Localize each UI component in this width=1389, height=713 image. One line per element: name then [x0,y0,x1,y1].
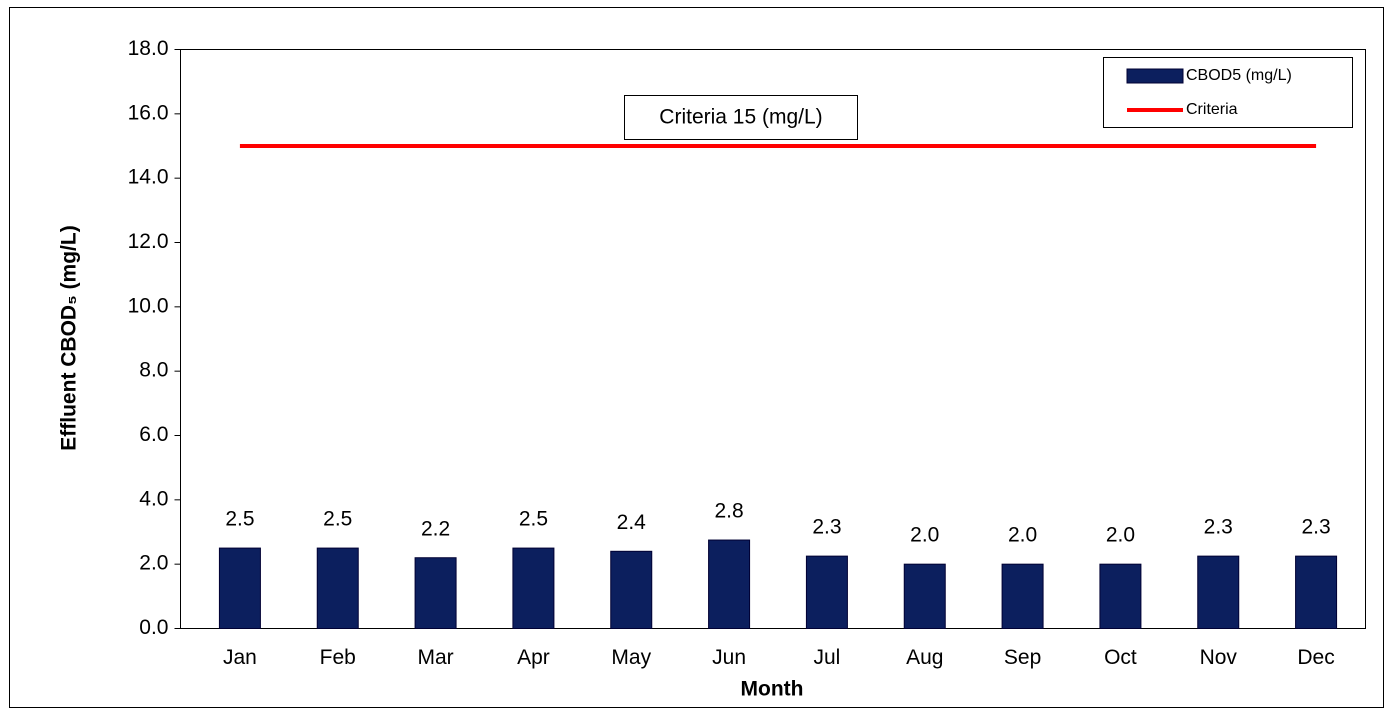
y-tick-label: 16.0 [128,101,169,124]
y-tick-label: 8.0 [139,359,168,382]
legend-label: CBOD5 (mg/L) [1186,67,1292,84]
data-label: 2.3 [1301,516,1330,539]
bar [512,547,555,629]
data-label: 2.8 [714,500,743,523]
data-label: 2.2 [421,517,450,540]
bar [708,539,751,630]
data-label: 2.3 [1204,516,1233,539]
bar [1295,555,1338,629]
x-tick-label: Jul [813,646,840,669]
y-tick-label: 12.0 [128,230,169,253]
legend-label: Criteria [1186,101,1238,118]
x-tick-label: Feb [320,646,356,669]
data-label: 2.0 [1106,524,1135,547]
x-tick-label: Sep [1004,646,1041,669]
annotation-box [624,95,858,140]
bar [805,555,848,629]
x-tick-label: May [611,646,651,669]
y-tick-label: 4.0 [139,487,168,510]
bar [903,563,946,630]
x-tick-label: Dec [1297,646,1334,669]
data-label: 2.0 [1008,524,1037,547]
bar [414,557,457,630]
y-tick-label: 6.0 [139,423,168,446]
data-label: 2.5 [225,508,254,531]
x-tick-label: Aug [906,646,943,669]
x-tick-label: Jun [712,646,746,669]
data-label: 2.5 [323,508,352,531]
bar [1197,555,1240,629]
data-label: 2.4 [617,511,647,534]
x-tick-label: Oct [1104,646,1137,669]
bar [316,547,359,629]
annotation: Criteria 15 (mg/L) [659,106,822,129]
x-tick-label: Jan [223,646,257,669]
x-axis-label: Month [741,678,804,701]
legend-swatch [1126,68,1184,84]
plot-frame [180,49,1366,629]
data-label: 2.0 [910,524,939,547]
bar [218,547,261,629]
y-tick-label: 2.0 [139,552,168,575]
y-axis-label: Effluent CBOD₅ (mg/L) [58,225,81,450]
x-tick-label: Apr [517,646,550,669]
bar [1001,563,1044,630]
y-tick-label: 10.0 [128,294,169,317]
y-tick-label: 14.0 [128,166,169,189]
y-tick-label: 18.0 [128,37,169,60]
y-tick-label: 0.0 [139,616,168,639]
bar [610,550,653,629]
bar [1099,563,1142,630]
x-tick-label: Nov [1200,646,1238,669]
data-label: 2.5 [519,508,548,531]
data-label: 2.3 [812,516,841,539]
x-tick-label: Mar [417,646,453,669]
